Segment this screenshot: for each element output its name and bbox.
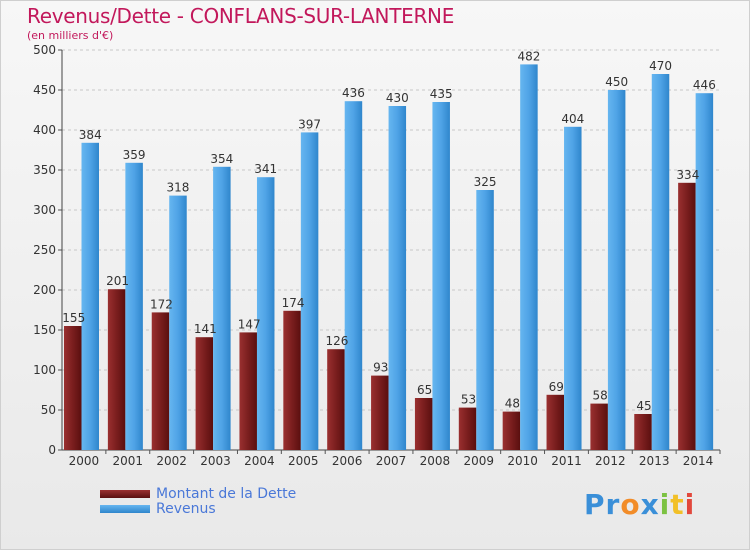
y-tick-label: 200 [33,283,56,297]
data-label-revenue: 446 [693,78,716,92]
y-tick-label: 300 [33,203,56,217]
legend-item-debt: Montant de la Dette [100,486,296,502]
bar-debt [458,407,477,450]
bar-debt [107,289,126,450]
data-label-debt: 58 [593,389,608,403]
data-label-revenue: 354 [210,152,233,166]
data-label-revenue: 404 [561,112,584,126]
bar-revenue [169,195,187,450]
y-tick-label: 450 [33,83,56,97]
data-label-debt: 172 [150,297,173,311]
bar-debt [195,337,214,450]
chart-subtitle: (en milliers d'€) [27,29,114,42]
x-tick-label: 2005 [288,454,319,468]
bar-revenue [300,132,319,450]
y-tick-label: 500 [33,43,56,57]
y-tick-label: 350 [33,163,56,177]
bar-revenue [125,162,143,451]
x-tick-label: 2007 [376,454,407,468]
bar-revenue [388,106,407,450]
bar-revenue [695,93,714,450]
x-tick-label: 2004 [244,454,275,468]
y-tick-label: 150 [33,323,56,337]
y-tick-label: 250 [33,243,56,257]
data-label-debt: 53 [461,393,476,407]
proxiti-logo: Proxiti [584,488,696,521]
bar-revenue [81,142,99,451]
data-label-revenue: 436 [342,86,365,100]
data-label-debt: 155 [62,311,85,325]
bar-debt [502,411,521,450]
data-label-debt: 48 [505,397,520,411]
data-label-debt: 69 [549,380,564,394]
x-tick-label: 2008 [420,454,451,468]
bar-revenue [344,101,363,450]
x-tick-label: 2000 [69,454,100,468]
data-label-revenue: 318 [167,181,190,195]
y-tick-label: 0 [48,443,56,457]
data-label-debt: 174 [282,296,305,310]
data-label-revenue: 359 [123,148,146,162]
x-tick-label: 2014 [683,454,714,468]
bar-revenue [651,74,670,450]
x-tick-label: 2010 [507,454,538,468]
data-label-revenue: 470 [649,59,672,73]
y-tick-label: 100 [33,363,56,377]
data-label-revenue: 482 [517,49,540,63]
data-label-debt: 65 [417,383,432,397]
data-label-debt: 141 [194,322,217,336]
bar-debt [546,394,565,450]
bar-revenue [607,90,626,450]
data-label-debt: 45 [636,399,651,413]
data-label-revenue: 435 [430,87,453,101]
data-label-debt: 201 [106,274,129,288]
x-tick-label: 2006 [332,454,363,468]
bar-revenue [520,64,538,451]
x-tick-label: 2013 [639,454,670,468]
legend-swatch-revenue [100,505,150,513]
x-tick-label: 2001 [113,454,144,468]
data-label-revenue: 341 [254,162,277,176]
bar-debt [327,349,345,450]
data-label-revenue: 397 [298,117,321,131]
bar-revenue [256,177,275,450]
bar-debt [64,326,82,450]
data-label-revenue: 384 [79,128,102,142]
data-label-revenue: 430 [386,91,409,105]
y-tick-label: 50 [41,403,56,417]
legend-swatch-debt [100,490,150,498]
data-label-debt: 334 [676,168,699,182]
data-label-debt: 93 [373,361,388,375]
bar-revenue [476,190,494,450]
bar-revenue [213,166,231,451]
bar-debt [414,398,433,450]
legend-label-debt: Montant de la Dette [156,486,297,502]
bar-debt [678,182,696,451]
x-tick-label: 2012 [595,454,626,468]
bar-debt [371,375,389,450]
bar-debt [239,332,257,450]
bar-debt [151,312,170,450]
bar-revenue [432,102,450,450]
x-tick-label: 2011 [551,454,582,468]
x-tick-label: 2009 [463,454,494,468]
bar-revenue [564,126,582,451]
bar-debt [590,403,608,450]
data-label-debt: 147 [238,317,261,331]
legend-item-revenue: Revenus [100,501,216,517]
data-label-revenue: 450 [605,75,628,89]
legend-label-revenue: Revenus [156,501,216,517]
chart-title: Revenus/Dette - CONFLANS-SUR-LANTERNE [27,4,455,28]
bar-debt [634,414,652,450]
data-label-debt: 126 [325,334,348,348]
y-tick-label: 400 [33,123,56,137]
bar-debt [283,310,301,450]
x-tick-label: 2003 [200,454,231,468]
data-label-revenue: 325 [474,175,497,189]
x-tick-label: 2002 [156,454,187,468]
